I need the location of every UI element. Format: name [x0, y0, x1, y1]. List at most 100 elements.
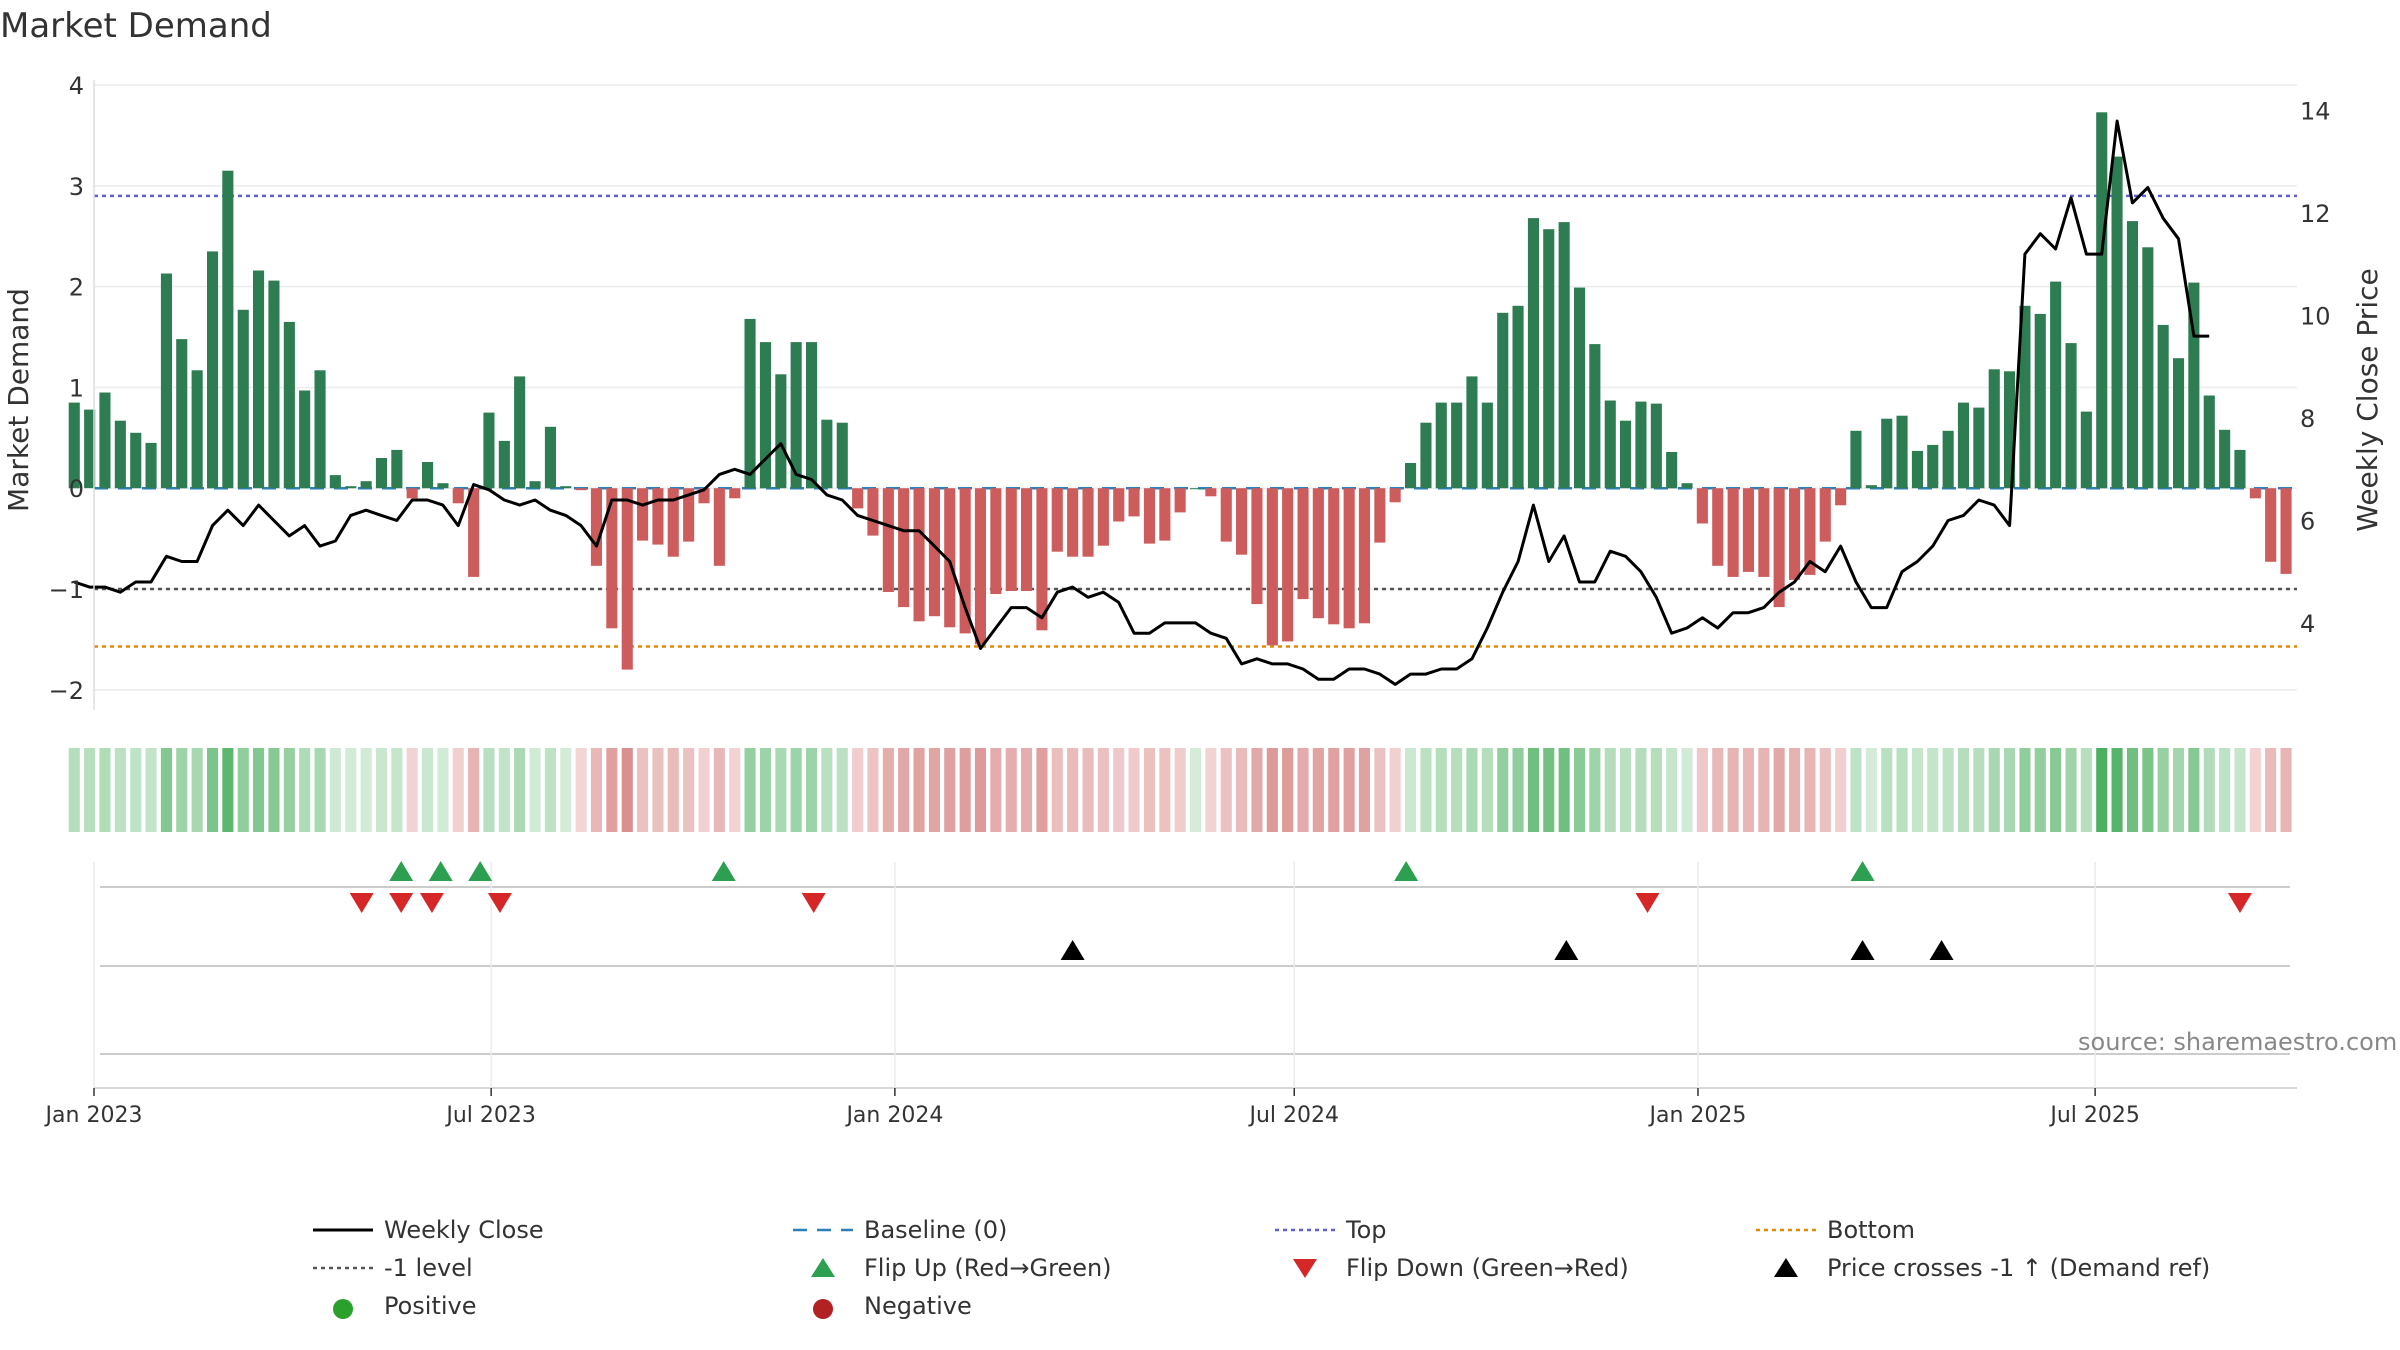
demand-bar [176, 339, 188, 489]
demand-bar [667, 488, 679, 557]
flip-up-marker [389, 861, 414, 881]
demand-bar [913, 488, 925, 622]
strip-cell [898, 748, 910, 832]
strip-cell [821, 748, 833, 832]
demand-bar [145, 442, 157, 489]
demand-bar [1190, 488, 1202, 490]
demand-bar [974, 488, 986, 645]
strip-cell [2142, 748, 2154, 832]
demand-bar [1589, 344, 1601, 489]
date-tick-label: Jul 2025 [2048, 1103, 2140, 1128]
demand-bar [1343, 488, 1355, 629]
price-cross-marker [1929, 940, 1954, 960]
demand-bar [1435, 402, 1447, 489]
demand-bar [2219, 429, 2231, 489]
demand-bar [360, 481, 372, 489]
flip-down-marker [349, 893, 374, 913]
strip-cell [882, 748, 894, 832]
strip-cell [1082, 748, 1094, 832]
demand-bar [1696, 488, 1708, 524]
strip-cell [283, 748, 295, 832]
strip-cell [2265, 748, 2277, 832]
demand-bar [1466, 376, 1478, 489]
strip-cell [345, 748, 357, 832]
strip-cell [2173, 748, 2185, 832]
demand-bar [191, 370, 203, 489]
strip-cell [207, 748, 219, 832]
demand-bar [1143, 488, 1155, 544]
strip-cell [299, 748, 311, 832]
demand-bar [1113, 488, 1125, 522]
demand-bar [2157, 324, 2169, 489]
strip-cell [544, 748, 556, 832]
demand-bar [1758, 488, 1770, 577]
strip-cell [514, 748, 526, 832]
demand-bar [422, 462, 434, 489]
strip-cell [1850, 748, 1862, 832]
legend-label: Weekly Close [384, 1216, 544, 1244]
demand-bar [222, 170, 234, 489]
strip-cell [130, 748, 142, 832]
strip-cell [1650, 748, 1662, 832]
strip-cell [1957, 748, 1969, 832]
demand-bar [1051, 488, 1063, 552]
strip-cell [1051, 748, 1063, 832]
strip-cell [1481, 748, 1493, 832]
right-axis-ticks: 4 6 8 10 12 14 [2300, 98, 2331, 638]
demand-bar [1773, 488, 1785, 608]
strip-cell [713, 748, 725, 832]
demand-bar [1220, 488, 1232, 542]
demand-bar [1420, 422, 1432, 489]
legend-label: Flip Down (Green→Red) [1346, 1254, 1629, 1282]
demand-bar [2203, 395, 2215, 489]
strip-cell [2280, 748, 2292, 832]
y-tick-label: −2 [49, 677, 84, 705]
event-markers [349, 861, 2252, 960]
demand-bar [713, 488, 725, 566]
flip-up-marker [428, 861, 453, 881]
demand-bar [1789, 488, 1801, 580]
strip-cell [2126, 748, 2138, 832]
demand-bar [544, 426, 556, 489]
date-tick-label: Jan 2024 [844, 1103, 943, 1128]
strip-cell [590, 748, 602, 832]
strip-cell [1266, 748, 1278, 832]
strip-cell [1374, 748, 1386, 832]
strip-cell [84, 748, 96, 832]
demand-bar [1558, 222, 1570, 489]
demand-bar [514, 376, 526, 489]
flip-down-marker [1635, 893, 1660, 913]
strip-cell [913, 748, 925, 832]
demand-bar [1159, 488, 1171, 541]
demand-bar [959, 488, 971, 634]
demand-bar [160, 273, 172, 489]
strip-cell [606, 748, 618, 832]
chart-title: Market Demand [0, 6, 272, 46]
demand-bar [1911, 450, 1923, 489]
strip-cell [1251, 748, 1263, 832]
strip-cell [1036, 748, 1048, 832]
strip-cell [391, 748, 403, 832]
demand-bar [1604, 400, 1616, 489]
demand-bar [375, 458, 387, 489]
strip-cell [2004, 748, 2016, 832]
demand-bar [114, 420, 126, 489]
legend-label: Top [1345, 1216, 1387, 1244]
strip-cell [1574, 748, 1586, 832]
demand-bar [1742, 488, 1754, 572]
strip-cell [2019, 748, 2031, 832]
strip-cell [1712, 748, 1724, 832]
strip-cell [944, 748, 956, 832]
y-axis-label: Market Demand [2, 288, 35, 512]
demand-bar [1082, 488, 1094, 557]
strip-cell [1911, 748, 1923, 832]
strip-cell [1312, 748, 1324, 832]
demand-bar [1927, 444, 1939, 489]
strip-cell [1236, 748, 1248, 832]
y2-tick-label: 6 [2300, 507, 2315, 535]
demand-bar [1005, 488, 1017, 591]
demand-bar [1451, 402, 1463, 489]
strip-cell [652, 748, 664, 832]
strip-cell [1159, 748, 1171, 832]
strip-cell [114, 748, 126, 832]
